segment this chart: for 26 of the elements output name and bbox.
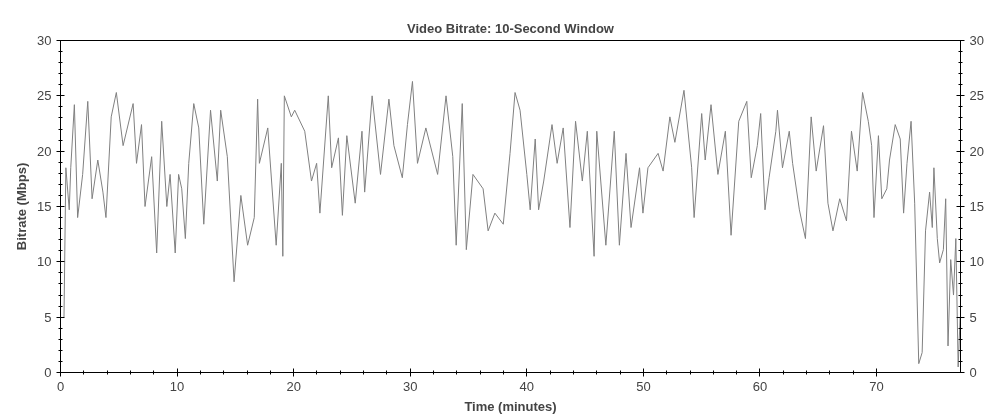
x-tick-label: 40 (519, 378, 535, 394)
line-series (63, 80, 961, 368)
x-tick-label: 30 (403, 378, 418, 394)
x-tick-label: 10 (169, 378, 185, 394)
y2-tick-label: 5 (969, 309, 977, 325)
y-tick-label: 0 (44, 365, 52, 380)
y-tick-label: 15 (37, 199, 52, 214)
x-tick-label: 60 (752, 378, 768, 394)
x-tick-label: 50 (636, 378, 651, 394)
y-tick-label: 30 (37, 33, 52, 48)
y2-tick-label: 10 (969, 254, 984, 270)
y-tick-label: 25 (37, 88, 52, 104)
y2-tick-label: 30 (969, 33, 984, 48)
x-tick-label: 0 (56, 378, 65, 394)
y-tick-label: 20 (37, 143, 52, 159)
x-tick-label: 70 (869, 378, 884, 394)
y2-tick-label: 25 (969, 88, 984, 104)
y2-tick-label: 15 (969, 199, 984, 214)
y2-tick-label: 20 (969, 143, 984, 159)
y-axis-title: Bitrate (Mbps) (14, 162, 30, 251)
x-axis-title: Time (minutes) (464, 398, 557, 414)
x-tick-label: 20 (286, 378, 301, 394)
y-tick-label: 10 (37, 254, 52, 270)
chart-title: Video Bitrate: 10-Second Window (407, 20, 615, 36)
y-tick-label: 5 (44, 309, 52, 325)
y2-tick-label: 0 (969, 365, 977, 380)
